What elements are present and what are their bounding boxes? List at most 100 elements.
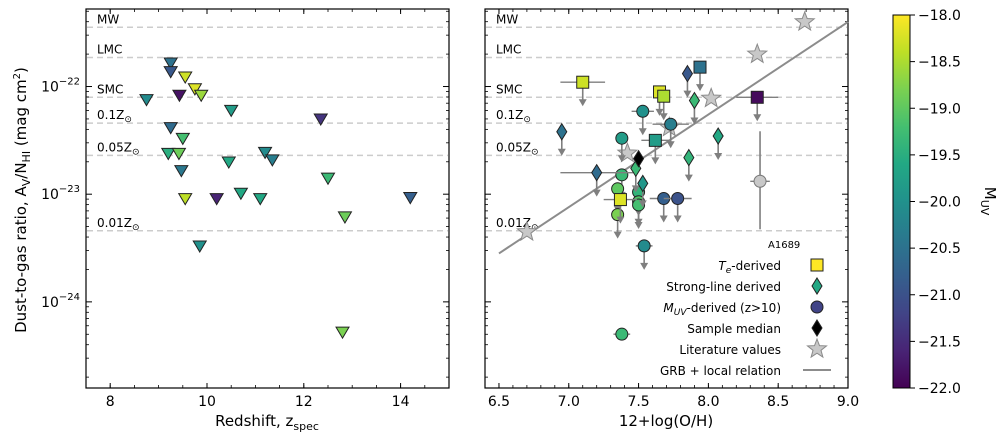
- colorbar-gradient: [892, 14, 911, 389]
- left-point-triangle: [320, 172, 336, 186]
- right-points: [516, 10, 816, 341]
- upper-limit-arrowhead: [592, 189, 601, 197]
- marker-square: [657, 89, 671, 103]
- legend-label: Strong-line derived: [666, 280, 781, 294]
- upper-limit-arrowhead: [613, 231, 622, 239]
- upper-limit-arrowhead: [684, 174, 693, 182]
- upper-limit-arrowhead: [578, 99, 587, 107]
- left-point-triangle: [337, 211, 353, 224]
- marker-diamond-black: [632, 149, 645, 168]
- right-xtick-label: 9.0: [837, 394, 859, 410]
- left-ref-label: SMC: [97, 82, 123, 96]
- left-point-triangle: [192, 240, 208, 254]
- legend-label: Sample median: [687, 322, 781, 336]
- left-point-triangle: [177, 71, 193, 84]
- right-point: [616, 141, 639, 163]
- upper-limit-arrowhead: [714, 153, 723, 161]
- upper-limit-arrowhead: [659, 215, 668, 223]
- upper-limit-arrowhead: [557, 148, 566, 156]
- left-panel: MW LMC SMC 0.1Z⊙ 0.05Z⊙ 0.01Z⊙ 8 10 12 14 10−22 10…: [12, 8, 450, 433]
- colorbar-tick-label: −20.0: [918, 195, 961, 211]
- left-ref-label: 0.1Z⊙: [97, 108, 132, 125]
- right-point: [632, 149, 645, 168]
- right-point: [560, 163, 633, 197]
- right-point: [681, 64, 694, 98]
- upper-limit-arrowhead: [753, 114, 762, 122]
- right-point: [560, 75, 606, 107]
- right-point: [603, 193, 638, 224]
- right-ref-label: 0.05Z⊙: [496, 140, 539, 157]
- right-point: [641, 133, 670, 165]
- colorbar-tick-label: −22.0: [918, 381, 961, 397]
- left-point-triangle: [187, 83, 203, 96]
- colorbar-tick-label: −21.5: [918, 334, 961, 350]
- legend-marker-square: [810, 258, 824, 272]
- upper-limit-arrowhead: [638, 200, 647, 208]
- marker-square: [648, 133, 662, 147]
- right-point: [657, 89, 671, 121]
- upper-limit-arrowhead: [640, 262, 649, 270]
- right-point: [712, 127, 724, 161]
- colorbar-tick-label: −21.0: [918, 288, 961, 304]
- marker-diamond: [681, 64, 694, 83]
- left-point-triangle: [252, 193, 268, 206]
- right-point: [700, 86, 723, 108]
- upper-limit-arrowhead: [659, 113, 668, 121]
- right-point: [652, 117, 689, 149]
- marker-diamond: [712, 127, 724, 145]
- left-point-triangle: [172, 89, 187, 103]
- right-ref-label: 0.1Z⊙: [496, 108, 531, 125]
- marker-diamond: [556, 122, 568, 141]
- left-point-triangle: [313, 113, 329, 126]
- left-xtick-label: 14: [392, 394, 410, 410]
- marker-circle: [615, 168, 629, 182]
- upper-limit-arrowhead: [673, 215, 682, 223]
- legend-label: GRB + local relation: [660, 364, 781, 378]
- left-point-triangle: [177, 193, 193, 206]
- upper-limit-arrowhead: [638, 128, 647, 136]
- marker-circle-gray: [753, 174, 767, 188]
- right-point: [683, 148, 695, 182]
- left-point-triangle: [257, 146, 273, 160]
- right-xtick-label: 8.0: [697, 394, 719, 410]
- right-ref-label: SMC: [496, 82, 522, 96]
- left-point-triangle: [163, 122, 179, 135]
- right-point: [637, 174, 649, 208]
- right-point: [736, 90, 779, 122]
- colorbar-label: MUV: [978, 187, 997, 216]
- colorbar-tick-label: −18.0: [918, 8, 961, 24]
- marker-star: [516, 220, 538, 242]
- upper-limit-arrowhead: [683, 90, 692, 98]
- right-point: [556, 122, 568, 156]
- right-xtick-label: 7.5: [627, 394, 649, 410]
- marker-square: [576, 75, 590, 89]
- right-point: [516, 220, 538, 242]
- legend-label: MUV-derived (z>10): [663, 301, 781, 318]
- marker-square: [693, 60, 707, 74]
- legend-marker-circle: [810, 300, 824, 314]
- right-point: [663, 192, 692, 223]
- upper-limit-arrowhead: [617, 155, 626, 163]
- marker-star: [793, 10, 816, 32]
- left-point-triangle: [233, 187, 249, 201]
- left-point-triangle: [209, 193, 225, 206]
- left-point-triangle: [223, 104, 239, 118]
- left-point-triangle: [175, 132, 191, 146]
- right-ref-label: LMC: [496, 42, 521, 56]
- left-point-triangle: [221, 156, 237, 170]
- left-points: [139, 57, 418, 340]
- upper-limit-arrowhead: [655, 108, 664, 116]
- left-point-triangle: [163, 57, 179, 70]
- right-ref-label: 0.01Z⊙: [496, 216, 539, 233]
- right-point: [613, 327, 631, 341]
- left-point-triangle: [139, 94, 154, 107]
- colorbar-tick-label: −19.0: [918, 101, 961, 117]
- marker-star: [616, 141, 639, 163]
- right-xtick-label: 8.5: [767, 394, 789, 410]
- colorbar-tick-label: −19.5: [918, 148, 961, 164]
- left-point-triangle: [160, 147, 176, 161]
- marker-circle: [615, 327, 629, 341]
- right-point: [635, 239, 653, 270]
- marker-diamond: [688, 91, 701, 110]
- right-xtick-label: 7.0: [558, 394, 580, 410]
